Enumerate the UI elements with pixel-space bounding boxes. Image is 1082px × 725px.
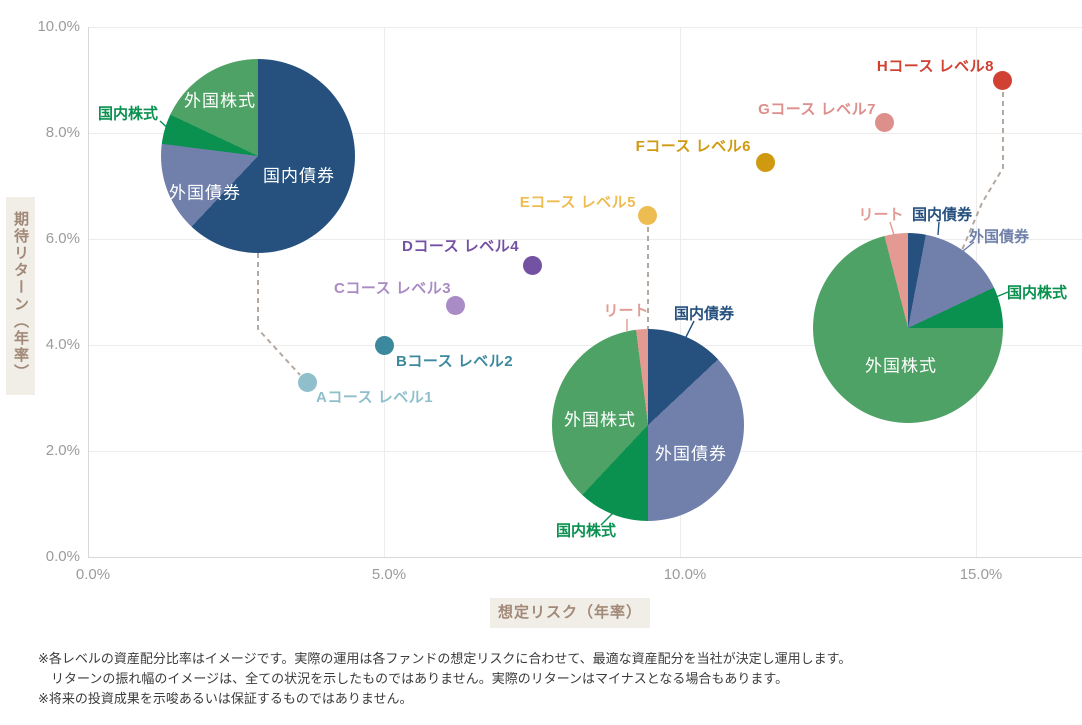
- scatter-point-b-course: [374, 335, 394, 355]
- allocation-pie-e-course: [552, 329, 744, 521]
- pie-slice-label: 国内債券: [673, 305, 735, 323]
- y-tick-label: 6.0%: [45, 230, 80, 247]
- x-axis-title: 想定リスク（年率）: [490, 598, 650, 628]
- scatter-point-c-course: [445, 295, 465, 315]
- pie-slice-label: リート: [603, 302, 649, 320]
- scatter-point-a-course: [297, 372, 317, 392]
- connector-pie-to-level1: [257, 253, 301, 376]
- scatter-point-label: Dコース レベル4: [402, 238, 520, 255]
- y-tick-label: 4.0%: [45, 336, 80, 353]
- scatter-point-e-course: [637, 205, 657, 225]
- pie-slice-label: 外国債券: [968, 228, 1030, 246]
- gridline-horizontal: [88, 345, 1082, 346]
- pie-slice-label: 国内株式: [97, 105, 159, 123]
- pie-slice-label: 外国株式: [564, 410, 636, 430]
- pie-slice-label: 国内株式: [555, 522, 617, 540]
- y-tick-label: 2.0%: [45, 442, 80, 459]
- scatter-point-f-course: [756, 152, 776, 172]
- gridline-horizontal: [88, 27, 1082, 28]
- gridline-horizontal: [88, 557, 1082, 558]
- gridline-horizontal: [88, 239, 1082, 240]
- x-tick-label: 10.0%: [663, 566, 707, 583]
- footnote-line-3: ※将来の投資成果を示唆あるいは保証するものではありません。: [38, 691, 413, 706]
- pie-slice-label: 国内債券: [911, 206, 973, 224]
- y-axis-title: 期待リターン（年率）: [6, 197, 35, 395]
- x-tick-label: 15.0%: [959, 566, 1003, 583]
- footnote-line-1: ※各レベルの資産配分比率はイメージです。実際の運用は各ファンドの想定リスクに合わ…: [38, 651, 852, 666]
- scatter-point-label: Fコース レベル6: [635, 138, 751, 155]
- pie-slice-label: リート: [858, 206, 904, 224]
- y-tick-label: 10.0%: [37, 18, 80, 35]
- scatter-point-d-course: [522, 256, 542, 275]
- scatter-point-g-course: [874, 112, 894, 132]
- y-tick-label: 8.0%: [45, 124, 80, 141]
- gridline-vertical: [88, 27, 89, 557]
- pie-slice-label: 外国株式: [865, 356, 937, 376]
- gridline-vertical: [384, 27, 385, 557]
- pie-slice-label: 外国債券: [169, 183, 241, 203]
- footnotes: ※各レベルの資産配分比率はイメージです。実際の運用は各ファンドの想定リスクに合わ…: [38, 649, 851, 709]
- scatter-point-label: Bコース レベル2: [396, 353, 514, 370]
- pie-slice-label: 国内株式: [1006, 284, 1068, 302]
- x-tick-label: 0.0%: [75, 566, 111, 583]
- scatter-point-h-course: [993, 70, 1013, 90]
- footnote-line-2: リターンの振れ幅のイメージは、全ての状況を示したものではありません。実際のリター…: [38, 671, 789, 686]
- allocation-pie-h-course: [813, 233, 1003, 423]
- pie-slice-label: 外国株式: [184, 91, 256, 111]
- gridline-vertical: [680, 27, 681, 557]
- y-tick-label: 0.0%: [45, 548, 80, 565]
- x-tick-label: 5.0%: [371, 566, 407, 583]
- scatter-point-label: Aコース レベル1: [316, 389, 434, 406]
- pie-slice-label: 国内債券: [263, 166, 335, 186]
- scatter-point-label: Eコース レベル5: [519, 194, 636, 211]
- scatter-point-label: Gコース レベル7: [758, 101, 876, 118]
- allocation-pie-a-course: [161, 59, 355, 253]
- pie-slice-label: 外国債券: [655, 444, 727, 464]
- scatter-point-label: Cコース レベル3: [334, 280, 452, 297]
- gridline-horizontal: [88, 133, 1082, 134]
- scatter-point-label: Hコース レベル8: [876, 58, 994, 75]
